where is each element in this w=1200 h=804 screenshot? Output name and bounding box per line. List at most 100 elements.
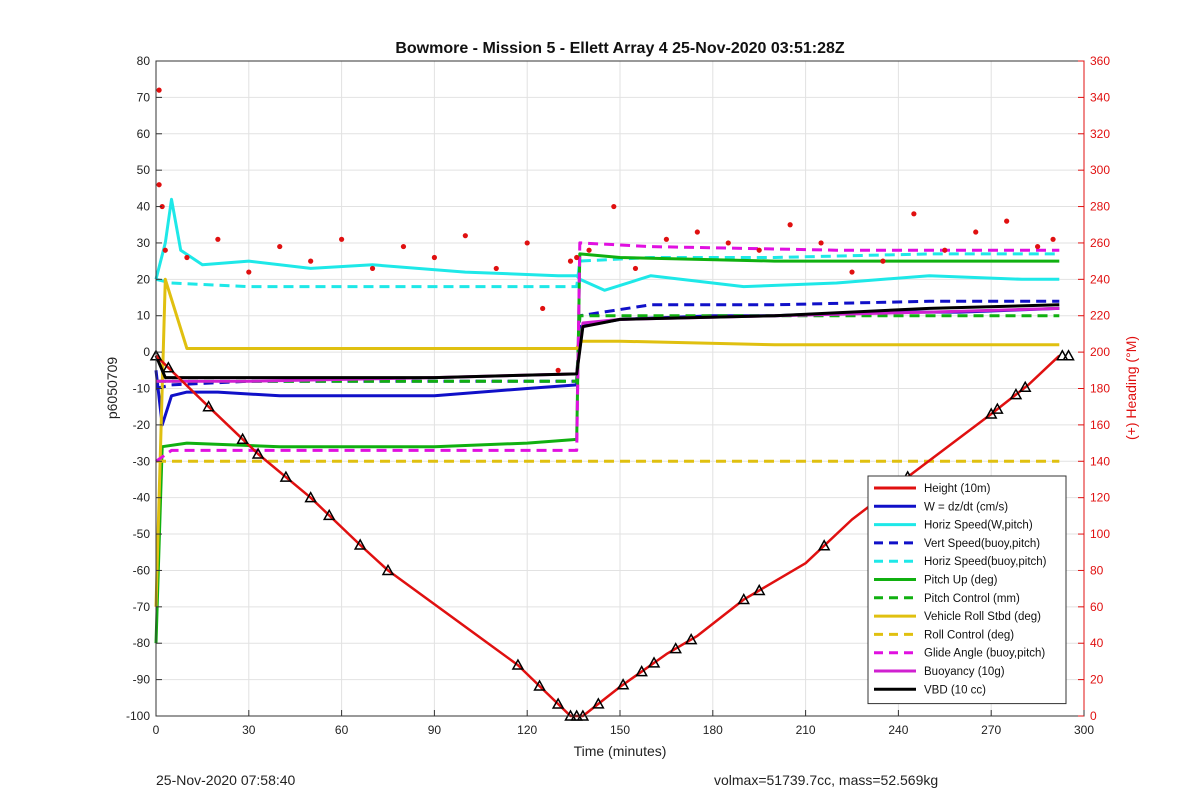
heading-point	[246, 269, 252, 275]
y2-tick-label: 240	[1090, 272, 1110, 286]
heading-point	[1004, 218, 1010, 224]
x-tick-label: 60	[335, 723, 349, 737]
y2-tick-label: 220	[1090, 309, 1110, 323]
y2-tick-label: 140	[1090, 454, 1110, 468]
heading-point	[756, 247, 762, 253]
y-tick-label: -90	[133, 673, 151, 687]
heading-point	[540, 305, 546, 312]
y-tick-label: 50	[137, 163, 151, 177]
y-tick-label: -10	[133, 382, 151, 396]
y2-tick-label: 160	[1090, 418, 1110, 432]
y-tick-label: 40	[137, 200, 151, 214]
heading-point	[567, 258, 574, 264]
heading-point	[184, 254, 190, 261]
height-marker	[635, 665, 648, 677]
y-tick-label: 30	[137, 236, 151, 250]
heading-point	[308, 258, 314, 264]
y2-tick-label: 40	[1090, 636, 1104, 650]
y2-tick-label: 100	[1090, 527, 1110, 541]
heading-point	[942, 247, 948, 253]
y-tick-label: -50	[133, 527, 151, 541]
heading-point	[694, 229, 700, 235]
legend: Height (10m) W = dz/dt (cm/s) Horiz Speed(…	[867, 475, 1067, 705]
y-tick-label: 60	[137, 127, 151, 141]
height-marker	[616, 678, 630, 690]
legend-item-label: Buoyancy (10g)	[924, 666, 1005, 678]
height-marker	[353, 538, 367, 550]
heading-point	[524, 240, 530, 246]
legend-item-label: Roll Control (deg)	[924, 629, 1014, 641]
footer-vehicle-info: volmax=51739.7cc, mass=52.569kg	[714, 772, 939, 788]
x-axis-label: Time (minutes)	[574, 743, 667, 759]
y-tick-label: 20	[137, 272, 151, 286]
legend-item-label: Horiz Speed(buoy,pitch)	[924, 556, 1047, 568]
x-tick-label: 150	[610, 723, 630, 737]
height-marker	[1009, 388, 1023, 400]
series-line-horiz-speed-buoy-pitch	[155, 252, 1060, 289]
y2-tick-label: 80	[1090, 563, 1104, 577]
legend-item-label: Pitch Up (deg)	[924, 575, 998, 587]
y2-axis-label: (+) Heading (°M)	[1123, 336, 1139, 440]
y-tick-label: 80	[137, 54, 151, 68]
y-tick-label: -20	[133, 418, 151, 432]
heading-point	[725, 240, 731, 246]
legend-item-label: Vert Speed(buoy,pitch)	[924, 538, 1040, 550]
x-tick-label: 240	[888, 723, 908, 737]
height-marker	[381, 563, 395, 576]
y-tick-label: -80	[133, 636, 151, 650]
height-marker	[752, 583, 766, 596]
y-tick-label: 10	[137, 309, 151, 323]
legend-box	[867, 475, 1067, 705]
footer-timestamp: 25-Nov-2020 07:58:40	[156, 772, 296, 788]
legend-item-label: W = dz/dt (cm/s)	[924, 501, 1008, 513]
heading-point	[911, 211, 917, 217]
y-tick-label: -60	[133, 563, 151, 577]
heading-point	[632, 265, 639, 272]
y2-tick-label: 200	[1090, 345, 1110, 359]
x-tick-label: 270	[981, 723, 1001, 737]
legend-item-label: Vehicle Roll Stbd (deg)	[924, 611, 1041, 623]
height-marker	[647, 656, 661, 668]
height-marker	[817, 539, 831, 551]
y2-tick-label: 20	[1090, 673, 1104, 687]
height-marker	[1056, 349, 1069, 361]
y2-tick-label: 360	[1090, 54, 1110, 68]
height-marker	[322, 508, 336, 521]
series-line-glide-angle-buoy-pitch	[155, 241, 1060, 463]
heading-points	[156, 87, 1056, 373]
height-marker	[279, 470, 293, 482]
series-line-horiz-speed-w-pitch	[154, 197, 1060, 292]
series-line-w-dz-dt-cm-s	[154, 306, 1060, 427]
axes: 0 30 60 90 120 150 180 210 240 270 300-100-90-80-7…	[126, 54, 1110, 737]
chart-title: Bowmore - Mission 5 - Ellett Array 4 25-…	[395, 40, 845, 57]
height-marker	[551, 697, 565, 709]
y2-tick-label: 280	[1090, 200, 1110, 214]
heading-point	[277, 243, 283, 250]
height-marker	[737, 593, 751, 605]
heading-point	[611, 203, 617, 210]
height-marker	[669, 642, 682, 654]
y-tick-label: 0	[143, 345, 150, 359]
x-tick-label: 0	[153, 723, 160, 737]
height-marker	[162, 361, 175, 373]
y-axis-label: p6050709	[104, 357, 120, 420]
y-tick-label: -30	[133, 454, 151, 468]
x-tick-label: 120	[517, 723, 537, 737]
heading-point	[400, 243, 407, 250]
y2-tick-label: 180	[1090, 382, 1110, 396]
heading-point	[574, 254, 580, 261]
heading-point	[1050, 236, 1056, 242]
series-line-vehicle-roll-stbd-deg	[154, 277, 1060, 607]
x-tick-label: 300	[1074, 723, 1094, 737]
heading-point	[849, 269, 855, 275]
y-tick-label: 70	[137, 90, 151, 104]
height-marker	[533, 679, 546, 691]
heading-point	[586, 247, 592, 253]
height-marker	[1062, 349, 1075, 361]
legend-item-label: VBD (10 cc)	[924, 684, 986, 696]
heading-point	[156, 182, 162, 188]
height-marker	[304, 491, 317, 503]
series-line-pitch-up-deg	[154, 252, 1060, 644]
height-marker	[592, 697, 605, 709]
